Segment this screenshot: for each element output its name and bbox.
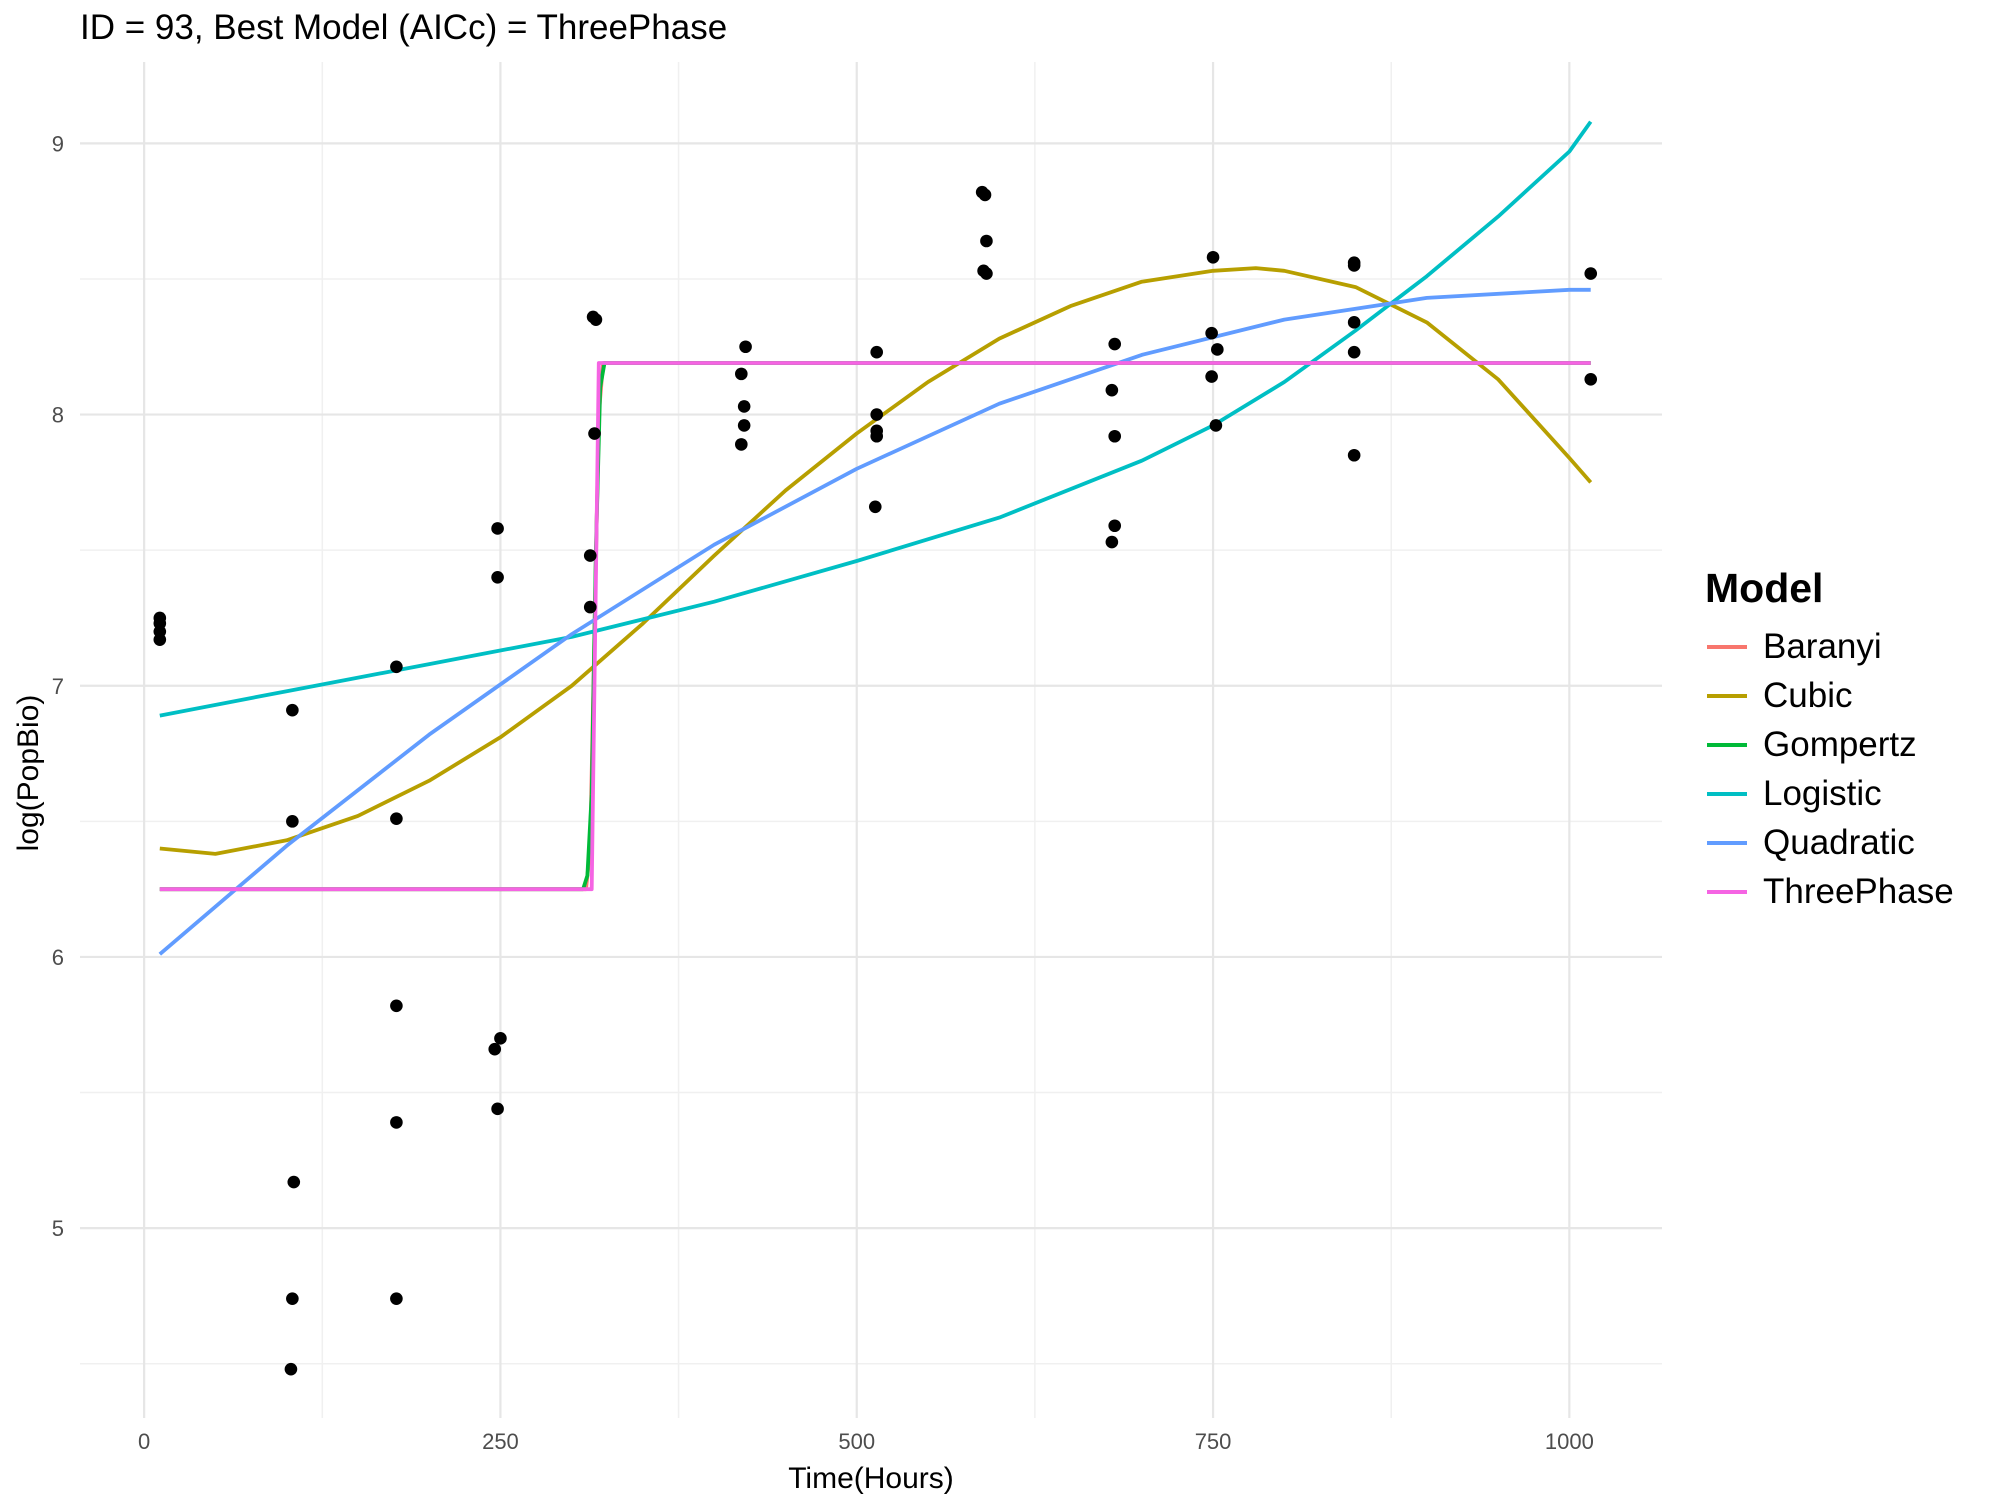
data-point	[491, 570, 504, 584]
data-point	[735, 367, 748, 381]
data-point	[1209, 419, 1223, 432]
minor-gridlines	[80, 62, 1662, 1418]
legend-label: Gompertz	[1763, 724, 1917, 764]
data-point	[286, 815, 299, 828]
y-axis-title: log(PopBio)	[12, 695, 45, 852]
data-point	[1347, 448, 1361, 462]
y-tick-label: 7	[52, 674, 64, 699]
data-point	[980, 267, 993, 280]
legend-title: Model	[1705, 565, 1824, 611]
data-point	[980, 234, 993, 248]
data-point	[1211, 343, 1224, 356]
data-point	[870, 429, 884, 443]
data-point	[1108, 337, 1122, 351]
chart-title: ID = 93, Best Model (AICc) = ThreePhase	[80, 8, 728, 47]
x-axis-title: Time(Hours)	[788, 1462, 954, 1495]
legend-label: Cubic	[1763, 675, 1853, 715]
legend-items: Baranyi Cubic Gompertz Logistic Quadratic Thr…	[1705, 622, 1954, 916]
data-points	[153, 185, 1598, 1376]
data-point	[286, 703, 299, 717]
data-point	[287, 1175, 301, 1189]
data-point	[1584, 373, 1598, 386]
y-tick-label: 8	[52, 403, 64, 428]
data-point	[737, 419, 751, 432]
legend-key-swatch	[1707, 693, 1747, 698]
tick-labels: 0 250 500 750 1000 5 6 7 8 9	[52, 131, 1594, 1454]
data-point	[868, 500, 882, 514]
legend-item-logistic: Logistic	[1705, 769, 1954, 818]
x-tick-label: 250	[482, 1429, 519, 1454]
legend: Model Baranyi Cubic Gompertz Logistic Quadra…	[1705, 565, 1954, 916]
x-tick-label: 500	[838, 1429, 875, 1454]
data-point	[1105, 535, 1119, 549]
series-line-threephase	[159, 361, 1591, 892]
data-point	[494, 1032, 507, 1045]
data-point	[1584, 267, 1598, 280]
data-point	[737, 400, 751, 413]
data-point	[286, 1292, 299, 1305]
legend-item-cubic: Cubic	[1705, 671, 1954, 720]
legend-label: Logistic	[1763, 773, 1882, 813]
data-point	[735, 438, 748, 451]
data-point	[284, 1362, 298, 1376]
data-point	[870, 345, 884, 359]
data-point	[491, 1102, 504, 1116]
data-point	[1108, 519, 1122, 533]
data-point	[589, 313, 603, 326]
data-point	[978, 188, 992, 202]
legend-key-swatch	[1707, 889, 1747, 894]
data-point	[1206, 250, 1220, 264]
series-line-logistic	[159, 120, 1593, 718]
legend-key-swatch	[1707, 742, 1747, 747]
data-point	[583, 549, 597, 562]
data-point	[1205, 370, 1218, 383]
data-point	[390, 999, 403, 1013]
legend-key-swatch	[1707, 791, 1747, 796]
legend-item-threephase: ThreePhase	[1705, 867, 1954, 916]
data-point	[870, 408, 884, 421]
data-point	[1108, 429, 1122, 443]
data-point	[491, 522, 504, 535]
y-tick-label: 6	[52, 945, 64, 970]
x-tick-label: 0	[138, 1429, 150, 1454]
y-tick-label: 5	[52, 1216, 64, 1241]
major-gridlines	[80, 62, 1662, 1418]
data-point	[583, 600, 597, 614]
data-point	[390, 812, 403, 825]
data-point	[1205, 326, 1218, 340]
data-point	[739, 340, 752, 354]
legend-label: Baranyi	[1763, 626, 1882, 666]
data-point	[1105, 383, 1119, 397]
legend-key-swatch	[1707, 644, 1747, 649]
data-point	[390, 660, 403, 674]
data-point	[1347, 259, 1361, 272]
y-tick-label: 9	[52, 131, 64, 156]
data-point	[390, 1116, 403, 1129]
series-line-quadratic	[158, 287, 1591, 956]
data-point	[488, 1042, 502, 1056]
legend-item-gompertz: Gompertz	[1705, 720, 1954, 769]
data-point	[153, 633, 167, 646]
x-tick-label: 750	[1195, 1429, 1232, 1454]
data-point	[1347, 316, 1361, 329]
data-point	[390, 1292, 403, 1305]
data-point	[1347, 345, 1361, 359]
series-line-cubic	[159, 266, 1593, 856]
legend-label: Quadratic	[1763, 822, 1915, 862]
model-curves	[158, 120, 1593, 956]
legend-item-baranyi: Baranyi	[1705, 622, 1954, 671]
legend-key-swatch	[1707, 840, 1747, 845]
legend-label: ThreePhase	[1763, 871, 1954, 911]
x-tick-label: 1000	[1545, 1429, 1594, 1454]
data-point	[588, 427, 601, 440]
legend-item-quadratic: Quadratic	[1705, 818, 1954, 867]
